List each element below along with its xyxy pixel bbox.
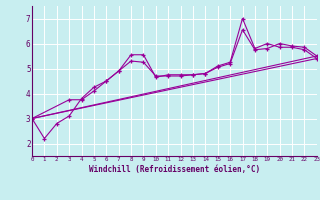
X-axis label: Windchill (Refroidissement éolien,°C): Windchill (Refroidissement éolien,°C) [89, 165, 260, 174]
